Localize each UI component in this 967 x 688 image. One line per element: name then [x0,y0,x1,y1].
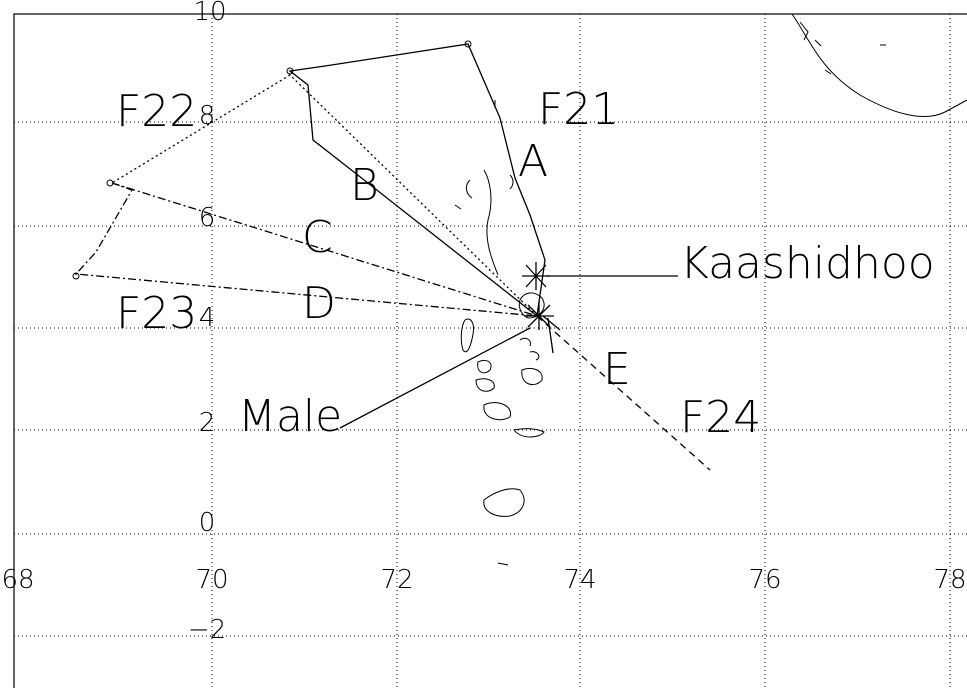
lon-label: 76 [748,565,781,595]
lat-label: −2 [188,615,226,645]
leg-label: E [603,344,631,395]
lat-label: 0 [199,508,216,538]
leg-label: B [350,160,379,211]
place-label: Male [238,391,342,442]
waypoint [464,40,472,48]
flight-label: F22 [116,86,197,137]
lat-label: 2 [199,408,216,438]
track-f24 [536,315,711,471]
track-f23 [74,182,538,317]
lon-label: 70 [195,565,228,595]
leg-label: A [518,136,548,187]
lat-label: 6 [199,203,216,233]
coast-detail [799,21,886,75]
lon-label: 74 [563,565,596,595]
place-label: Kaashidhoo [680,238,935,289]
lon-label: 78 [933,565,966,595]
waypoint [72,272,80,280]
male-star [524,302,554,330]
coastline [454,13,967,566]
annotations: F21 F22 F23 F24 A B C D E Kaashidhoo Mal… [116,84,935,443]
leg-label: D [302,278,336,329]
islands [454,100,545,566]
flight-label: F24 [680,392,761,443]
lat-label: 10 [193,0,226,27]
flight-tracks [72,40,711,471]
waypoint [106,179,114,187]
track-f21 [288,43,546,317]
india-coast [791,13,967,118]
lat-label: 8 [199,101,216,131]
male-leader [339,327,531,429]
track-f22 [111,74,538,317]
leg-label: C [302,212,333,263]
flight-label: F23 [116,288,197,339]
flight-label: F21 [538,84,619,135]
frame [13,13,967,688]
graticule [14,14,967,688]
lon-label: 72 [380,565,413,595]
kaashidhoo-star [522,262,550,290]
track-detail [542,315,561,354]
axis-labels: 68 70 72 74 76 78 10 8 6 4 2 0 −2 [1,0,966,645]
waypoint [286,67,294,75]
lat-label: 4 [199,303,216,333]
lon-label: 68 [1,565,34,595]
place-markers [339,262,678,429]
